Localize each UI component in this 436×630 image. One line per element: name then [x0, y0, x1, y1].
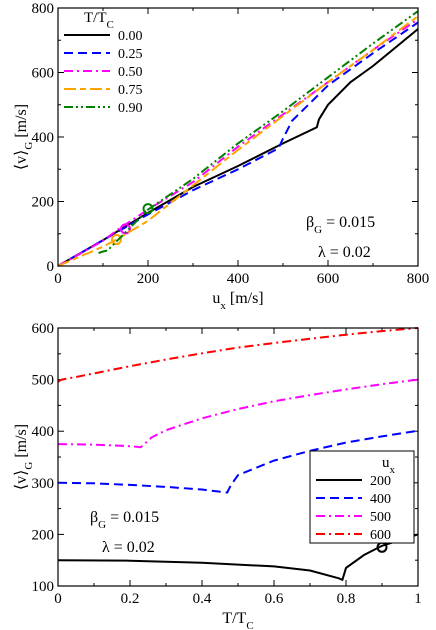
legend-label-200: 200	[370, 474, 391, 489]
y-tick-label: 500	[32, 373, 55, 389]
x-tick-label: 0.2	[121, 591, 140, 607]
series-0.90-line	[98, 10, 419, 255]
x-tick-label: 0	[54, 271, 62, 287]
legend-label-600: 600	[370, 528, 391, 543]
series-0.75-line	[57, 15, 419, 267]
x-tick-label: 0.6	[265, 591, 284, 607]
top-chart: 0 200 400 600 800 0 200 400 600 800 ux [m/s] ⟨v⟩G […	[13, 1, 429, 312]
y-tick-label: 600	[32, 66, 55, 82]
y-tick-label: 800	[32, 1, 55, 17]
x-axis-label: T/TC	[222, 610, 253, 630]
x-tick-label: 600	[317, 271, 340, 287]
y-tick-label: 100	[32, 579, 55, 595]
series-0.50-line	[57, 18, 419, 267]
y-tick-label: 400	[32, 424, 55, 440]
plot-frame	[57, 327, 419, 587]
series-500-line	[57, 378, 419, 449]
x-tick-label: 0.4	[193, 591, 212, 607]
lambda-annotation: λ = 0.02	[318, 244, 371, 261]
series-0.75-marker	[111, 234, 122, 246]
x-tick-label: 200	[137, 271, 160, 287]
legend-label-500: 500	[370, 510, 391, 525]
y-tick-label: 300	[32, 476, 55, 492]
y-tick-label: 0	[47, 259, 55, 275]
y-axis-label: ⟨v⟩G [m/s]	[13, 424, 35, 490]
series-0.25-line	[57, 21, 419, 267]
legend-label-0.90: 0.90	[118, 101, 143, 116]
y-tick-label: 200	[32, 527, 55, 543]
x-tick-label: 400	[227, 271, 250, 287]
x-axis-label: ux [m/s]	[212, 290, 263, 312]
x-tick-label: 1	[414, 591, 422, 607]
series-0.90-marker	[142, 203, 154, 215]
lambda-annotation: λ = 0.02	[102, 539, 155, 556]
beta-annotation: βG = 0.015	[90, 509, 159, 531]
series-600-line	[57, 327, 419, 383]
y-axis-label: ⟨v⟩G [m/s]	[13, 104, 35, 170]
bottom-chart: 0 0.2 0.4 0.6 0.8 1 100 200 300 400 500 600 T/TC ⟨v⟩G…	[13, 321, 422, 630]
y-tick-label: 600	[32, 321, 55, 337]
beta-annotation: βG = 0.015	[306, 214, 375, 236]
x-tick-label: 800	[407, 271, 430, 287]
legend-label-0.25: 0.25	[118, 47, 143, 62]
legend-label-0.00: 0.00	[118, 29, 143, 44]
y-tick-label: 200	[32, 195, 55, 211]
legend-label-0.75: 0.75	[118, 83, 143, 98]
y-tick-label: 400	[32, 130, 55, 146]
legend-label-0.50: 0.50	[118, 65, 143, 80]
series-200-line	[57, 533, 419, 582]
legend-title: ux	[382, 455, 396, 476]
x-tick-label: 0.8	[337, 591, 356, 607]
series-400-line	[57, 429, 419, 494]
legend: T/TC 0.00 0.25 0.50 0.75 0.90	[64, 10, 143, 116]
legend-label-400: 400	[370, 492, 391, 507]
legend-title: T/TC	[84, 10, 114, 31]
plot-frame	[57, 7, 419, 267]
x-tick-label: 0	[54, 591, 62, 607]
